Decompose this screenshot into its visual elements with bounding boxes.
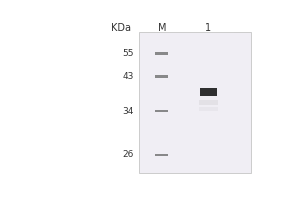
Bar: [199, 100, 218, 105]
Bar: [218, 32, 223, 173]
Bar: [189, 32, 195, 173]
Text: KDa: KDa: [111, 23, 131, 33]
Text: 34: 34: [123, 107, 134, 116]
Bar: [139, 32, 144, 173]
Text: 43: 43: [123, 72, 134, 81]
Bar: [144, 32, 150, 173]
Bar: [246, 32, 251, 173]
Text: 1: 1: [205, 23, 212, 33]
Bar: [155, 110, 168, 112]
Bar: [240, 32, 246, 173]
Text: 26: 26: [123, 150, 134, 159]
Bar: [201, 32, 206, 173]
Bar: [172, 32, 178, 173]
Bar: [235, 32, 240, 173]
Bar: [212, 32, 218, 173]
Text: M: M: [158, 23, 166, 33]
Bar: [161, 32, 167, 173]
Bar: [223, 32, 229, 173]
Bar: [184, 32, 189, 173]
Bar: [155, 154, 168, 156]
Bar: [156, 32, 161, 173]
Bar: [200, 88, 217, 96]
Bar: [206, 32, 212, 173]
Bar: [178, 32, 184, 173]
Bar: [155, 75, 168, 78]
Bar: [167, 32, 172, 173]
Bar: [199, 107, 218, 111]
Bar: [150, 32, 156, 173]
Bar: [155, 52, 168, 55]
Bar: [229, 32, 235, 173]
Bar: [195, 32, 201, 173]
Text: 55: 55: [122, 49, 134, 58]
Bar: [139, 32, 251, 173]
